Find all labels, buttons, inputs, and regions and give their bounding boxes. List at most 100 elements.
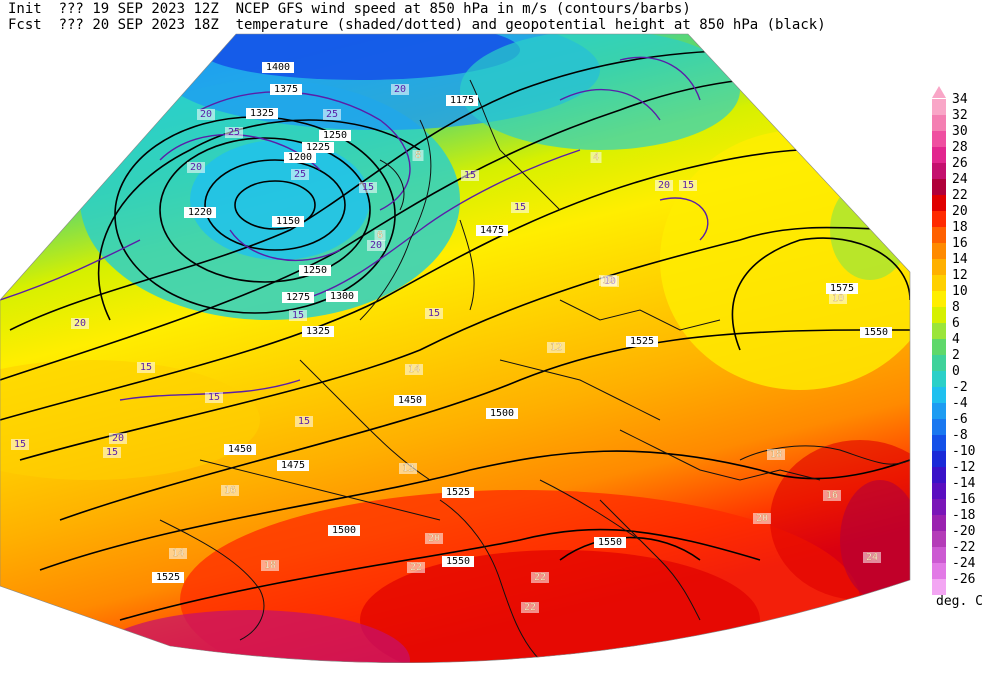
w-label-bg — [289, 310, 307, 321]
wind-speed-label: 15 — [140, 362, 152, 373]
t-label-bg — [412, 150, 424, 161]
colorbar-swatch — [932, 579, 946, 595]
w-label-bg — [103, 447, 121, 458]
w-label-bg — [655, 180, 673, 191]
colorbar-arrow-icon — [932, 86, 946, 98]
t-label-bg — [863, 552, 881, 563]
colorbar-swatch — [932, 243, 946, 259]
height-label: 1250 — [323, 130, 347, 141]
borders — [159, 79, 910, 661]
t-label-bg — [767, 449, 785, 460]
colorbar-swatch — [932, 531, 946, 547]
temperature-label: 12 — [402, 463, 414, 474]
h-label-bg — [442, 487, 474, 498]
height-contours — [0, 49, 910, 621]
w-label-bg — [197, 109, 215, 120]
wind-speed-label: 15 — [14, 439, 26, 450]
wind-speed-label: 20 — [200, 109, 212, 120]
t-label-bg — [169, 548, 187, 559]
height-label: 1525 — [446, 487, 470, 498]
init-q: ??? — [58, 1, 84, 17]
h-label-bg — [446, 95, 478, 106]
colorbar-label: 30 — [952, 124, 968, 139]
colorbar-swatch — [932, 275, 946, 291]
colorbar-label: 14 — [952, 252, 968, 267]
colorbar-label: 2 — [952, 348, 960, 363]
height-label: 1150 — [276, 216, 300, 227]
wind-speed-label: 15 — [362, 182, 374, 193]
height-label: 1325 — [306, 326, 330, 337]
h-label-bg — [486, 408, 518, 419]
colorbar-swatch — [932, 403, 946, 419]
colorbar-swatch — [932, 339, 946, 355]
w-label-bg — [205, 392, 223, 403]
wind-speed-label: 15 — [208, 392, 220, 403]
colorbar-swatch — [932, 179, 946, 195]
t-label-bg — [599, 275, 617, 286]
colorbar-swatch — [932, 483, 946, 499]
wind-speed-label: 20 — [658, 180, 670, 191]
t-label-bg — [407, 562, 425, 573]
colorbar-label: 18 — [952, 220, 968, 235]
wind-speed-label: 15 — [106, 447, 118, 458]
w-label-bg — [11, 439, 29, 450]
temperature-label: 4 — [593, 152, 599, 163]
colorbar-label: -22 — [952, 540, 976, 555]
init-time: 19 SEP 2023 12Z — [92, 1, 219, 17]
h-label-bg — [299, 265, 331, 276]
colorbar-swatch — [932, 419, 946, 435]
colorbar-label: -6 — [952, 412, 968, 427]
h-label-bg — [476, 225, 508, 236]
height-label: 1475 — [480, 225, 504, 236]
h-label-bg — [224, 444, 256, 455]
height-label: 1200 — [288, 152, 312, 163]
w-label-bg — [425, 308, 443, 319]
t-label-bg — [221, 485, 239, 496]
colorbar-label: 28 — [952, 140, 968, 155]
t-label-bg — [547, 342, 565, 353]
h-label-bg — [284, 152, 316, 163]
colorbar-swatch — [932, 451, 946, 467]
colorbar-swatch — [932, 147, 946, 163]
w-label-bg — [679, 180, 697, 191]
t-label-bg — [399, 463, 417, 474]
colorbar-swatch — [932, 211, 946, 227]
t-label-bg — [521, 602, 539, 613]
wind-speed-label: 20 — [190, 162, 202, 173]
height-label: 1575 — [830, 283, 854, 294]
t-label-bg — [425, 533, 443, 544]
wind-speed-label: 15 — [292, 310, 304, 321]
w-label-bg — [187, 162, 205, 173]
t-label-bg — [531, 572, 549, 583]
temperature-label: 18 — [770, 449, 782, 460]
colorbar-swatch — [932, 467, 946, 483]
h-label-bg — [246, 108, 278, 119]
colorbar-label: -18 — [952, 508, 976, 523]
wind-speed-label: 15 — [298, 416, 310, 427]
height-label: 1500 — [332, 525, 356, 536]
colorbar-label: 10 — [952, 284, 968, 299]
wind-speed-label: 15 — [514, 202, 526, 213]
colorbar-swatch — [932, 387, 946, 403]
wind-speed-label: 25 — [294, 169, 306, 180]
height-label: 1375 — [274, 84, 298, 95]
h-label-bg — [302, 142, 334, 153]
colorbar-swatch — [932, 259, 946, 275]
colorbar-swatch — [932, 435, 946, 451]
wind-speed-label: 15 — [464, 170, 476, 181]
colorbar-label: 6 — [952, 316, 960, 331]
h-label-bg — [319, 130, 351, 141]
temperature-label: 22 — [410, 562, 422, 573]
h-label-bg — [442, 556, 474, 567]
colorbar-label: 26 — [952, 156, 968, 171]
temperature-label: 14 — [408, 364, 420, 375]
colorbar-swatch — [932, 499, 946, 515]
w-label-bg — [461, 170, 479, 181]
colorbar-label: -4 — [952, 396, 968, 411]
height-label: 1325 — [250, 108, 274, 119]
temperature-label: 12 — [550, 342, 562, 353]
h-label-bg — [326, 291, 358, 302]
h-label-bg — [272, 216, 304, 227]
h-label-bg — [152, 572, 184, 583]
